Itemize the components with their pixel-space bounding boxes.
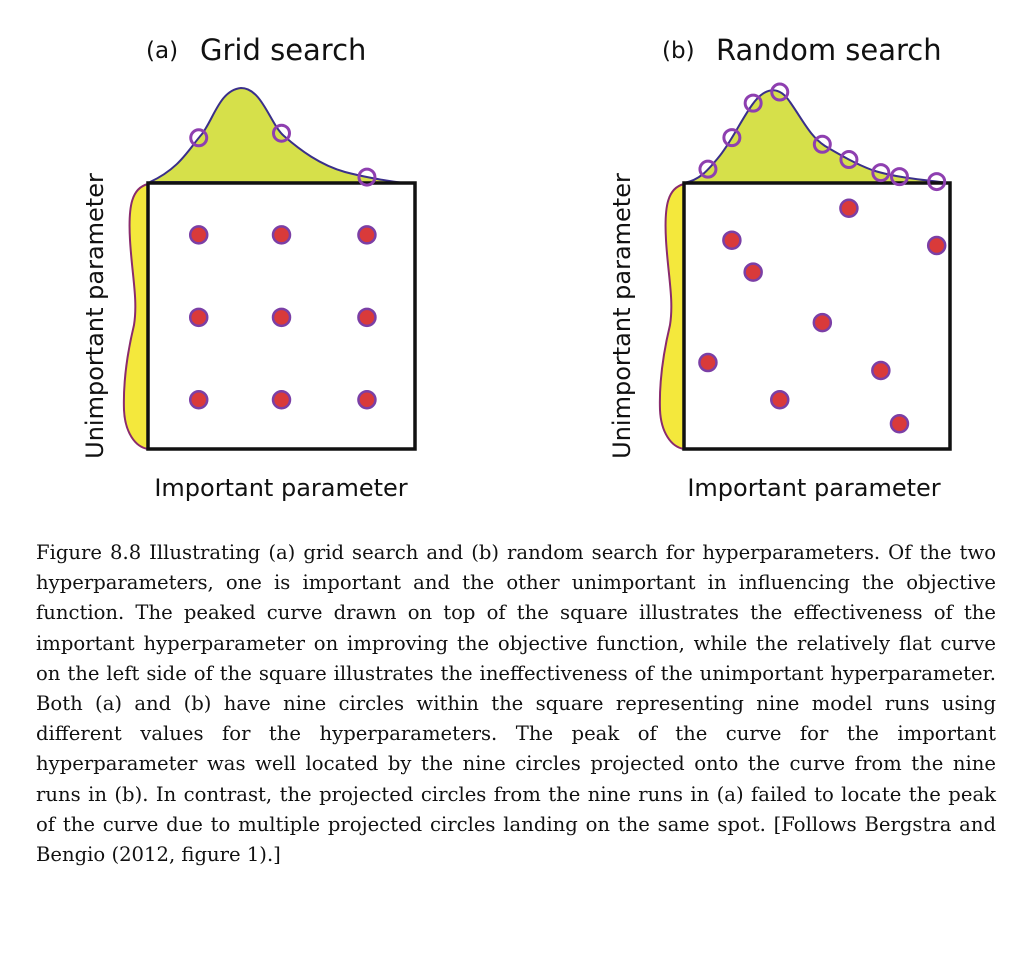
projections-group xyxy=(189,123,377,187)
projected-circle xyxy=(357,167,377,187)
projected-circle xyxy=(839,150,859,170)
figure-caption: Figure 8.8 Illustrating (a) grid search … xyxy=(36,541,996,867)
panel-label: (b) xyxy=(662,38,695,64)
panel-title: Random search xyxy=(716,33,942,67)
model-run-point xyxy=(812,312,833,333)
projected-circle xyxy=(812,134,832,154)
projected-circle xyxy=(871,163,891,183)
search-space-square xyxy=(146,181,417,451)
model-run-point xyxy=(357,225,377,245)
model-run-point xyxy=(271,390,292,410)
x-axis-label: Important parameter xyxy=(154,474,407,502)
projected-circle xyxy=(698,159,718,179)
panel-label: (a) xyxy=(146,38,178,64)
projections-group xyxy=(698,82,947,192)
model-run-point xyxy=(871,360,891,381)
projected-circle xyxy=(272,123,291,143)
important-density-curve xyxy=(149,86,406,184)
model-run-point xyxy=(722,230,742,250)
projected-circle xyxy=(770,82,790,102)
projected-circle xyxy=(927,172,947,192)
model-run-point xyxy=(839,198,859,219)
panel-title: Grid search xyxy=(200,33,366,67)
model-run-point xyxy=(271,307,292,328)
model-run-point xyxy=(357,390,377,410)
x-axis-label: Important parameter xyxy=(687,474,940,502)
model-run-point xyxy=(271,225,292,245)
search-space-square xyxy=(682,181,952,451)
y-axis-label: Unimportant parameter xyxy=(608,173,636,459)
panel-grid-search: (a) Grid search Important parameter Unim… xyxy=(81,33,417,502)
figure: (a) Grid search Important parameter Unim… xyxy=(81,33,952,502)
model-run-point xyxy=(357,307,377,328)
model-run-point xyxy=(743,262,763,282)
projected-circle xyxy=(722,128,742,148)
model-run-point xyxy=(926,235,947,256)
unimportant-density-curve xyxy=(658,182,685,451)
important-density-curve xyxy=(683,89,951,184)
projected-circle xyxy=(189,128,209,148)
model-run-point xyxy=(188,307,209,328)
projected-circle xyxy=(889,167,909,187)
model-run-point xyxy=(889,413,910,434)
projected-circle xyxy=(743,93,763,113)
model-run-point xyxy=(188,225,209,245)
y-axis-label: Unimportant parameter xyxy=(81,173,109,459)
points-group xyxy=(698,198,947,434)
panel-random-search: (b) Random search Important parameter Un… xyxy=(608,33,952,502)
model-run-point xyxy=(188,390,209,410)
points-group xyxy=(188,225,377,410)
model-run-point xyxy=(698,352,718,373)
model-run-point xyxy=(770,390,790,410)
unimportant-density-curve xyxy=(122,182,149,451)
